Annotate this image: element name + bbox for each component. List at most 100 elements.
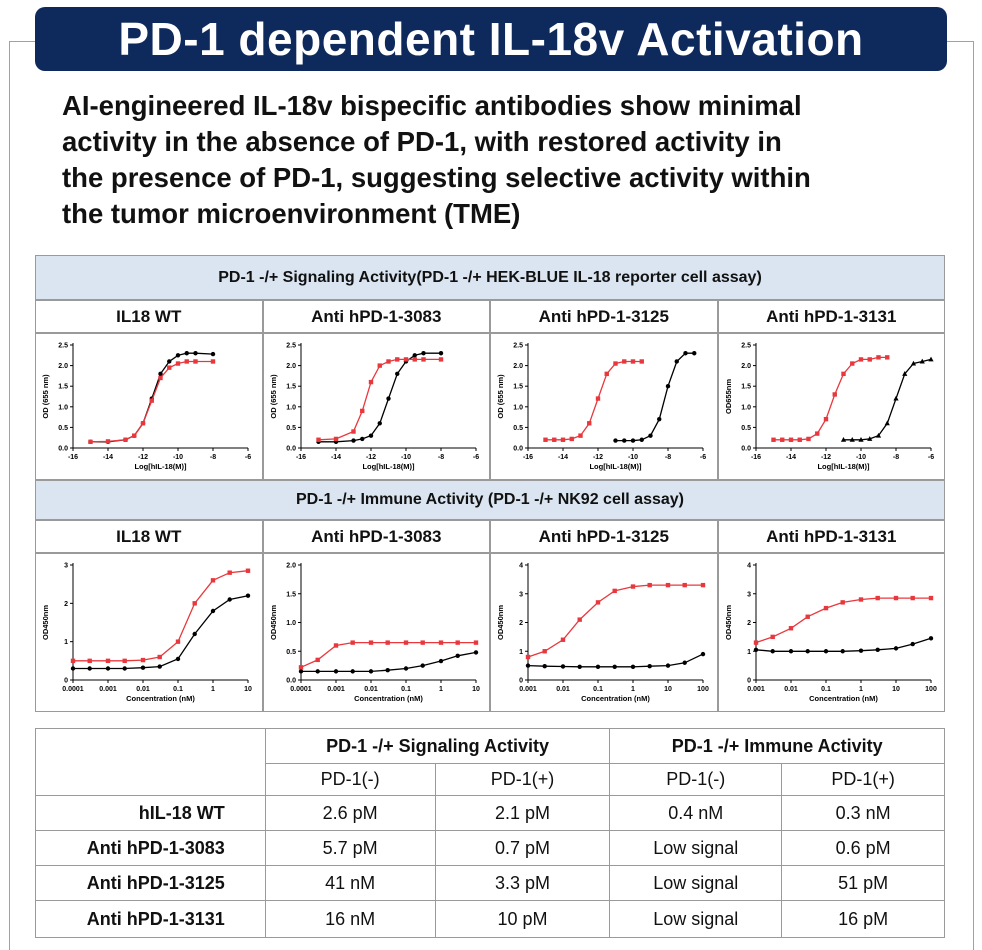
marker <box>394 371 400 377</box>
marker <box>569 436 575 442</box>
marker <box>386 359 391 364</box>
chart-cell: 0 1 2 3 4 0.001 0.01 0.1 1 10 100 Concentration (nM… <box>490 553 718 712</box>
x-axis-label: Concentration (nM) <box>126 694 195 703</box>
x-tick-label: 0.001 <box>519 686 537 693</box>
series-line <box>300 641 476 668</box>
y-tick-label: 1.5 <box>514 384 524 391</box>
marker <box>788 437 793 442</box>
marker <box>438 640 443 645</box>
y-tick-label: 0.5 <box>741 425 751 432</box>
marker <box>622 359 627 364</box>
marker <box>674 359 680 364</box>
y-tick-label: 1 <box>519 649 523 656</box>
marker <box>928 356 934 362</box>
panel-header: PD-1 -/+ Immune Activity (PD-1 -/+ NK92 … <box>35 480 945 520</box>
x-tick-label: 1 <box>439 686 443 693</box>
marker <box>157 664 163 669</box>
marker <box>420 663 425 668</box>
marker <box>682 582 688 588</box>
y-tick-label: 2.5 <box>59 343 69 350</box>
x-tick-label: -10 <box>401 454 411 461</box>
x-tick-label: -6 <box>700 454 706 461</box>
marker <box>385 668 390 673</box>
marker <box>875 432 881 438</box>
x-tick-label: 100 <box>925 686 937 693</box>
marker <box>368 640 373 645</box>
marker <box>368 669 373 674</box>
subtitle-line: activity in the absence of PD-1, with re… <box>62 126 782 157</box>
x-tick-label: -6 <box>473 454 479 461</box>
marker <box>412 357 417 362</box>
marker <box>866 436 873 441</box>
table-cell: Low signal <box>609 830 783 866</box>
table-row: Anti hPD-1-3131 16 nM 10 pM Low signal 16 pM <box>35 900 945 938</box>
marker <box>526 663 531 668</box>
x-axis-label: Concentration (nM) <box>809 694 878 703</box>
chart: 0.0 0.5 1.0 1.5 2.0 2.5 -16 -14 -12 -10 -8 -6 Log[hI… <box>269 343 479 472</box>
y-tick-label: 2.5 <box>514 343 524 350</box>
y-tick-label: 0.0 <box>741 446 751 453</box>
marker <box>315 669 320 674</box>
y-tick-label: 0.0 <box>286 446 296 453</box>
column-title: Anti hPD-1-3131 <box>766 526 897 546</box>
x-tick-label: -10 <box>173 454 183 461</box>
marker <box>682 660 688 665</box>
table-cell: 51 pM <box>781 865 945 901</box>
chart: 0.0 0.5 1.0 1.5 2.0 0.0001 0.001 0.01 0.1 1 10 Conc… <box>269 563 480 704</box>
marker <box>193 351 198 356</box>
x-axis-label: Log[hIL-18(M)] <box>135 462 188 471</box>
marker <box>692 351 697 356</box>
marker <box>849 436 855 442</box>
marker <box>779 437 785 442</box>
y-axis-label: OD655nm <box>724 379 733 414</box>
marker <box>333 436 338 442</box>
marker <box>176 361 181 366</box>
marker <box>368 433 373 438</box>
x-tick-label: -6 <box>928 454 934 461</box>
marker <box>87 658 93 664</box>
marker <box>403 357 408 362</box>
y-tick-label: 2.5 <box>741 343 751 350</box>
marker <box>87 666 93 671</box>
marker <box>631 438 636 443</box>
y-tick-label: 0.0 <box>286 678 296 685</box>
marker <box>88 439 93 445</box>
marker <box>596 664 601 669</box>
column-title: Anti hPD-1-3131 <box>766 306 897 326</box>
marker <box>438 357 443 362</box>
marker <box>227 570 233 575</box>
marker <box>788 649 793 654</box>
marker <box>106 439 111 444</box>
x-tick-label: 0.1 <box>401 686 411 693</box>
marker <box>928 636 933 641</box>
x-tick-label: 1 <box>631 686 635 693</box>
y-axis-label: OD450nm <box>496 605 505 640</box>
marker <box>385 640 390 645</box>
marker <box>893 395 899 401</box>
chart: 0.0 0.5 1.0 1.5 2.0 2.5 -16 -14 -12 -10 -8 -6 Log[hI… <box>41 343 251 472</box>
marker <box>561 437 566 442</box>
marker <box>647 582 653 588</box>
marker <box>141 665 146 670</box>
marker <box>814 431 820 436</box>
x-tick-label: 1 <box>859 686 863 693</box>
x-tick-label: 10 <box>892 686 900 693</box>
marker <box>587 421 592 426</box>
marker <box>246 568 251 573</box>
y-tick-label: 2.0 <box>741 363 751 370</box>
subtitle-line: the tumor microenvironment (TME) <box>62 198 521 229</box>
chart-cell: 0.0 0.5 1.0 1.5 2.0 2.5 -16 -14 -12 -10 -8 -6 Log[hI… <box>490 333 718 480</box>
x-axis-label: Concentration (nM) <box>354 694 423 703</box>
marker <box>770 634 775 640</box>
column-title: Anti hPD-1-3083 <box>311 526 442 546</box>
marker <box>577 617 583 622</box>
panel-title: PD-1 -/+ Signaling Activity(PD-1 -/+ HEK… <box>218 268 762 286</box>
y-tick-label: 1.5 <box>286 384 296 391</box>
table-cell: 0.4 nM <box>609 795 783 831</box>
marker <box>753 647 758 653</box>
x-axis-label: Concentration (nM) <box>581 694 650 703</box>
y-tick-label: 3 <box>519 591 523 598</box>
marker <box>211 359 216 364</box>
marker <box>421 351 426 356</box>
marker <box>298 665 303 670</box>
